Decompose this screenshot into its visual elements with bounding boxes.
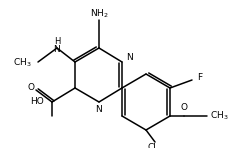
Text: CH$_3$: CH$_3$ (13, 57, 32, 69)
Text: N: N (54, 45, 60, 54)
Text: CH$_3$: CH$_3$ (210, 110, 229, 122)
Text: F: F (197, 74, 202, 82)
Text: O: O (181, 103, 188, 112)
Text: N: N (126, 53, 133, 62)
Text: N: N (96, 105, 102, 114)
Text: NH$_2$: NH$_2$ (90, 8, 108, 20)
Text: O: O (27, 82, 34, 91)
Text: HO: HO (30, 98, 44, 107)
Text: Cl: Cl (147, 143, 156, 148)
Text: H: H (54, 37, 60, 46)
